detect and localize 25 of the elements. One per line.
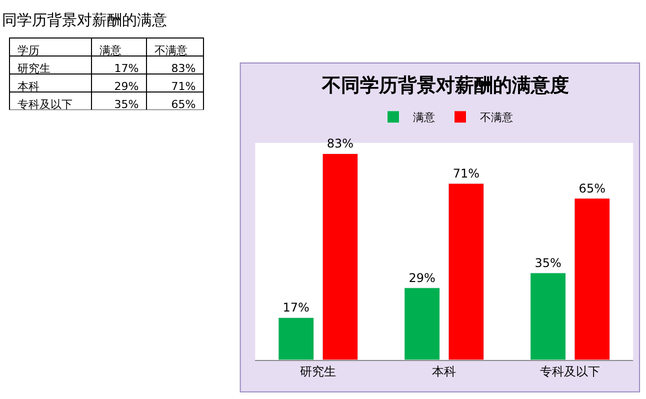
legend-label: 满意 bbox=[413, 111, 436, 124]
data-label: 29% bbox=[408, 270, 436, 285]
text: 学历 bbox=[18, 44, 40, 58]
text: 满意 bbox=[100, 44, 122, 58]
category-label: 专科及以下 bbox=[18, 98, 73, 112]
text: 35% bbox=[114, 98, 139, 112]
chart-title: 不同学历背景对薪酬的满意度 bbox=[321, 74, 570, 97]
text: 65% bbox=[171, 98, 196, 112]
legend-label: 不满意 bbox=[480, 111, 514, 124]
text: 29% bbox=[114, 80, 139, 94]
data-label: 35% bbox=[534, 256, 562, 270]
text: 17% bbox=[114, 62, 139, 76]
data-label: 71% bbox=[452, 166, 480, 181]
text: 不满意 bbox=[154, 44, 188, 58]
x-tick-label: 研究生 bbox=[300, 364, 336, 378]
text: 71% bbox=[171, 80, 196, 94]
category-label: 研究生 bbox=[18, 62, 51, 76]
data-label: 17% bbox=[282, 300, 310, 315]
category-label: 本科 bbox=[18, 80, 40, 94]
text: 同学历背景对薪酬的满意 bbox=[2, 11, 167, 29]
data-label: 83% bbox=[326, 136, 354, 151]
text: 83% bbox=[171, 62, 196, 76]
data-label: 65% bbox=[578, 181, 606, 196]
x-tick-label: 专科及以下 bbox=[540, 364, 600, 378]
x-tick-label: 本科 bbox=[432, 364, 456, 378]
